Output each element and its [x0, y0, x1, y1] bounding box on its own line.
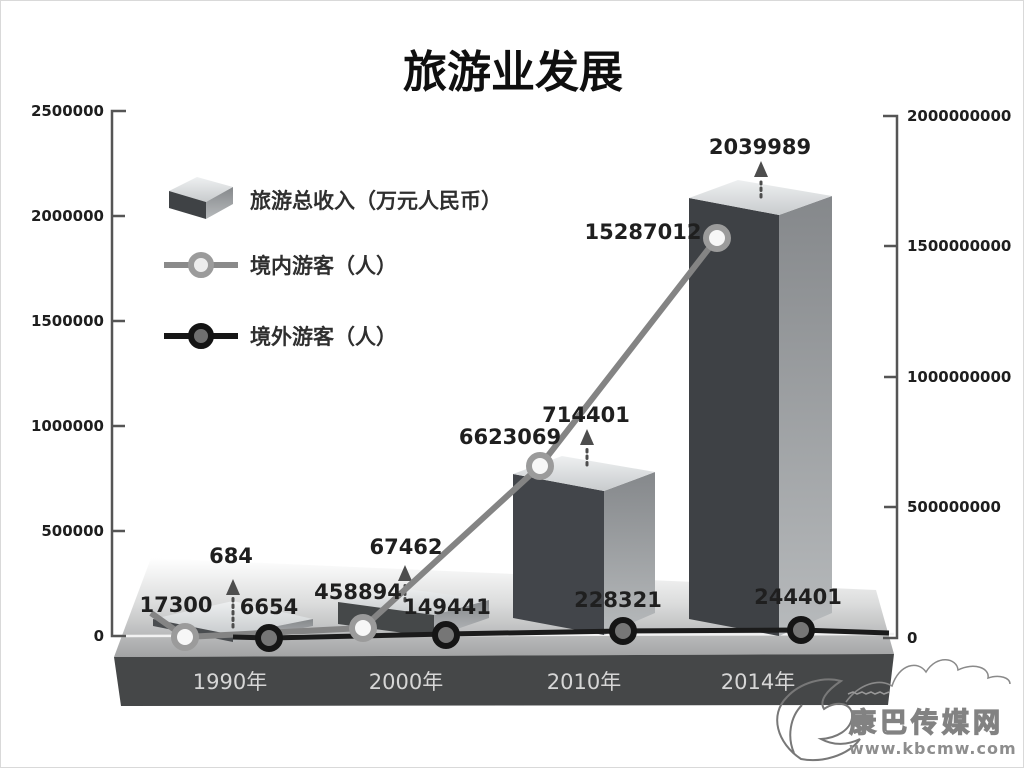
watermark-site-url: www.kbcmw.com [849, 739, 1017, 758]
bar-income-2010 [513, 456, 655, 635]
floor-front-band [114, 654, 894, 706]
chart-title: 旅游业发展 [403, 47, 623, 98]
right-tick-0: 0 [907, 629, 917, 647]
watermark-site-name: 康巴传媒网 [849, 707, 1004, 739]
year-label-2000: 2000年 [369, 670, 443, 694]
right-axis: 2000000000 1500000000 1000000000 5000000… [883, 107, 1011, 647]
label-domestic-2014: 15287012 [585, 220, 702, 244]
watermark: 康巴传媒网 www.kbcmw.com [776, 659, 1017, 762]
label-domestic-2000: 458894 [314, 580, 402, 604]
right-tick-2000000000: 2000000000 [907, 107, 1011, 125]
label-domestic-2010: 6623069 [459, 425, 561, 449]
right-tick-1000000000: 1000000000 [907, 368, 1011, 386]
arrow-head-2000 [398, 565, 412, 581]
bar-arrows [226, 161, 768, 629]
label-foreign-2014: 244401 [754, 585, 842, 609]
legend-foreign-icon [164, 323, 238, 349]
label-income-2014: 2039989 [709, 135, 811, 159]
watermark-swoosh [845, 659, 1011, 703]
left-tick-500000: 500000 [41, 522, 104, 540]
left-tick-1500000: 1500000 [31, 312, 104, 330]
markers-domestic [171, 224, 731, 651]
left-axis: 2500000 2000000 1500000 1000000 500000 0 [31, 102, 126, 645]
right-tick-500000000: 500000000 [907, 498, 1001, 516]
label-foreign-2010: 228321 [574, 588, 662, 612]
label-income-2000: 67462 [369, 535, 442, 559]
legend-domestic-icon [164, 252, 238, 278]
legend-label-foreign: 境外游客（人） [250, 325, 397, 349]
left-tick-2000000: 2000000 [31, 207, 104, 225]
legend: 旅游总收入（万元人民币） 境内游客（人） 境外游客（人） [164, 177, 502, 349]
label-income-2010: 714401 [542, 403, 630, 427]
arrow-head-2010 [580, 429, 594, 445]
left-tick-0: 0 [94, 627, 104, 645]
watermark-scribble [847, 691, 890, 695]
year-label-2010: 2010年 [547, 670, 621, 694]
arrow-head-2014 [754, 161, 768, 177]
markers-foreign [255, 616, 815, 652]
x-axis-year-labels: 1990年 2000年 2010年 2014年 [193, 670, 795, 694]
legend-bar-icon [169, 177, 233, 219]
left-tick-2500000: 2500000 [31, 102, 104, 120]
arrow-head-1990 [226, 579, 240, 595]
label-domestic-1990: 17300 [139, 593, 212, 617]
right-tick-1500000000: 1500000000 [907, 237, 1011, 255]
year-label-2014: 2014年 [721, 670, 795, 694]
year-label-1990: 1990年 [193, 670, 267, 694]
legend-label-income: 旅游总收入（万元人民币） [250, 189, 502, 213]
label-income-1990: 684 [209, 544, 253, 568]
label-foreign-1990: 6654 [240, 595, 298, 619]
data-labels: 17300 684 6654 458894 67462 149441 66230… [139, 135, 841, 619]
watermark-leaf-logo [776, 678, 861, 762]
label-foreign-2000: 149441 [403, 595, 491, 619]
left-tick-1000000: 1000000 [31, 417, 104, 435]
legend-label-domestic: 境内游客（人） [250, 254, 397, 278]
